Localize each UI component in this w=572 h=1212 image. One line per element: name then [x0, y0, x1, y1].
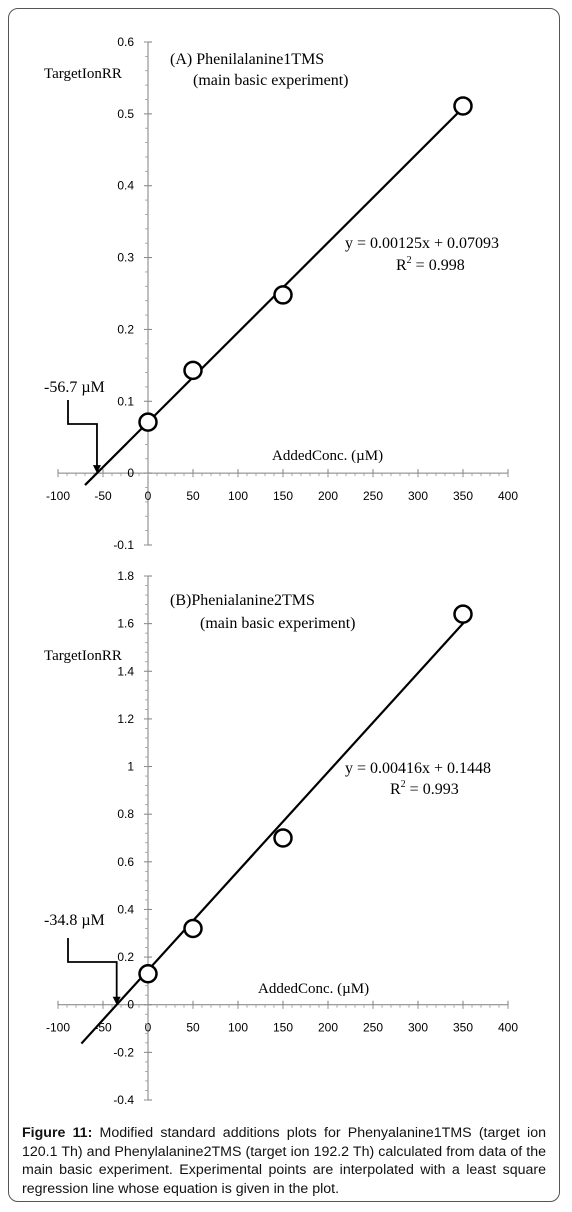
data-point [453, 96, 473, 116]
r-squared: R2 = 0.998 [396, 255, 465, 274]
caption-text: Modified standard additions plots for Ph… [22, 1125, 546, 1197]
chart-subtitle: (main basic experiment) [193, 72, 349, 89]
y-tick-label: 0.3 [117, 251, 134, 265]
x-tick-label: 250 [363, 1021, 383, 1035]
y-tick-label: 1 [127, 760, 134, 774]
r-squared-exponent: 2 [407, 255, 412, 266]
figure-plots: -100 -50 0 50 100 150 200 250 300 350 400-0.100.10… [44, 35, 518, 1107]
x-intercept-label: -56.7 µM [44, 379, 105, 396]
chart-b: -100 -50 0 50 100 150 200 250 300 350 400-0.4-0.20… [44, 569, 518, 1107]
x-tick-label: 200 [318, 1021, 338, 1035]
x-tick-label: 0 [145, 489, 152, 503]
y-tick-label: 1.6 [117, 617, 134, 631]
x-tick-label: 250 [363, 489, 383, 503]
x-tick-label: 50 [186, 1021, 200, 1035]
data-point [138, 412, 158, 432]
caption-label: Figure 11: [22, 1125, 93, 1141]
y-tick-label: 0.1 [117, 394, 134, 408]
x-tick-label: 100 [228, 1021, 248, 1035]
y-tick-label: 0.2 [117, 322, 134, 336]
chart-title: (A) Phenilalanine1TMS [170, 51, 324, 68]
x-tick-label: 150 [273, 489, 293, 503]
data-point [273, 828, 293, 848]
r-squared-value: = 0.993 [406, 781, 459, 798]
x-axis-label: AddedConc. (µM) [272, 448, 383, 464]
r-squared-exponent: 2 [401, 779, 406, 790]
y-tick-label: -0.4 [113, 1093, 134, 1107]
x-intercept-arrow [67, 938, 121, 1005]
y-tick-label: 1.4 [117, 664, 134, 678]
figure-caption: Figure 11: Modified standard additions p… [22, 1124, 546, 1198]
x-tick-label: 50 [186, 489, 200, 503]
data-point [183, 360, 203, 381]
r-squared-value: = 0.998 [412, 257, 465, 274]
y-tick-label: 0 [127, 466, 134, 480]
x-tick-label: 200 [318, 489, 338, 503]
x-tick-label: -100 [46, 1021, 70, 1035]
r-squared-label: R [396, 257, 407, 274]
y-tick-label: -0.1 [113, 538, 134, 552]
y-tick-label: 0.2 [117, 950, 134, 964]
y-tick-label: 0 [127, 998, 134, 1012]
x-tick-label: -50 [94, 489, 112, 503]
x-tick-label: 400 [498, 1021, 518, 1035]
chart-title: (B)Phenialanine2TMS [170, 592, 315, 609]
y-tick-label: 1.8 [117, 569, 134, 583]
chart-subtitle: (main basic experiment) [200, 615, 356, 632]
x-intercept-arrow [67, 400, 101, 474]
y-tick-label: 0.4 [117, 902, 134, 916]
x-tick-label: 300 [408, 489, 428, 503]
data-point [273, 285, 293, 305]
fit-equation: y = 0.00416x + 0.1448 [345, 760, 491, 777]
data-point [453, 604, 473, 624]
y-tick-label: -0.2 [113, 1045, 134, 1059]
y-axis-label: TargetIonRR [44, 648, 122, 664]
x-tick-label: 350 [453, 1021, 473, 1035]
x-tick-label: 300 [408, 1021, 428, 1035]
x-intercept-label: -34.8 µM [44, 912, 105, 929]
r-squared: R2 = 0.993 [390, 779, 459, 798]
chart-a: -100 -50 0 50 100 150 200 250 300 350 400 -0.1 0 0.1 0… [44, 35, 518, 552]
y-axis-label: TargetIonRR [44, 66, 122, 82]
x-tick-label: 150 [273, 1021, 293, 1035]
x-tick-label: -100 [46, 489, 70, 503]
y-tick-label: 0.4 [117, 179, 134, 193]
x-tick-label: 350 [453, 489, 473, 503]
r-squared-label: R [390, 781, 401, 798]
y-tick-label: 0.6 [117, 35, 134, 49]
data-point [183, 918, 203, 939]
y-tick-label: 0.8 [117, 807, 134, 821]
y-tick-label: 1.2 [117, 712, 134, 726]
x-axis-label: AddedConc. (µM) [258, 981, 369, 997]
y-tick-label: 0.5 [117, 107, 134, 121]
figure-frame [8, 8, 560, 1202]
fit-equation: y = 0.00125x + 0.07093 [345, 235, 499, 252]
x-tick-label: 100 [228, 489, 248, 503]
y-tick-label: 0.6 [117, 855, 134, 869]
x-tick-label: 400 [498, 489, 518, 503]
data-point [138, 964, 158, 984]
x-tick-label: 0 [145, 1021, 152, 1035]
